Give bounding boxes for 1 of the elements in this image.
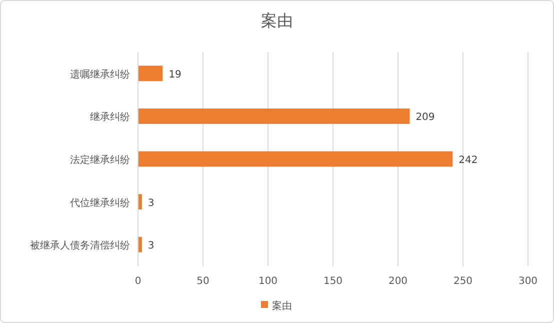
title: 案由: [261, 11, 293, 30]
